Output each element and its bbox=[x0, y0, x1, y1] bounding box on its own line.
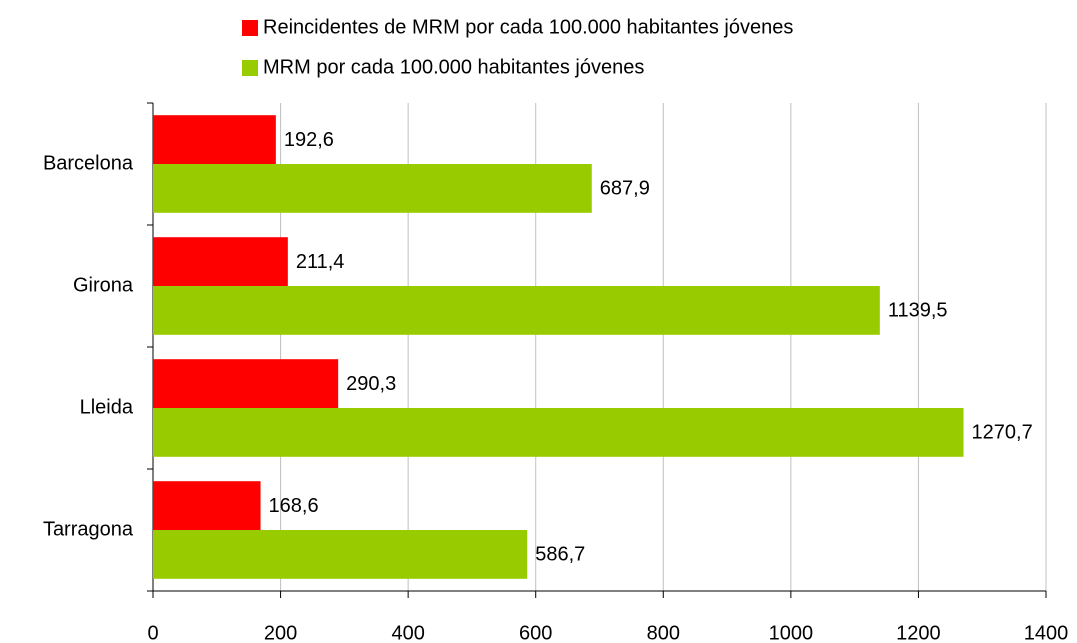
y-tick-label: Barcelona bbox=[43, 152, 134, 174]
value-label: 1270,7 bbox=[972, 422, 1033, 444]
value-label: 1139,5 bbox=[888, 300, 948, 322]
y-tick-label: Tarragona bbox=[43, 518, 134, 540]
value-label: 687,9 bbox=[600, 178, 650, 200]
x-tick-label: 200 bbox=[264, 622, 297, 643]
value-label: 168,6 bbox=[269, 495, 319, 517]
legend-label: Reincidentes de MRM por cada 100.000 hab… bbox=[263, 16, 793, 38]
x-tick-label: 1000 bbox=[769, 622, 814, 643]
x-tick-label: 600 bbox=[519, 622, 552, 643]
legend-label: MRM por cada 100.000 habitantes jóvenes bbox=[263, 56, 644, 78]
value-label: 290,3 bbox=[346, 373, 396, 395]
x-tick-label: 1200 bbox=[896, 622, 941, 643]
value-label: 586,7 bbox=[535, 544, 585, 566]
bar bbox=[153, 237, 288, 286]
x-tick-label: 1400 bbox=[1024, 622, 1069, 643]
value-label: 211,4 bbox=[296, 251, 345, 273]
x-tick-label: 800 bbox=[647, 622, 680, 643]
y-tick-label: Girona bbox=[73, 274, 134, 296]
legend-swatch bbox=[242, 60, 258, 76]
bar bbox=[153, 286, 880, 335]
bar bbox=[153, 164, 592, 213]
bar bbox=[153, 115, 276, 164]
y-tick-label: Lleida bbox=[80, 396, 134, 418]
x-tick-label: 0 bbox=[147, 622, 158, 643]
value-label: 192,6 bbox=[284, 129, 334, 151]
bar bbox=[153, 481, 261, 530]
legend-swatch bbox=[242, 20, 258, 36]
bar bbox=[153, 359, 339, 408]
bar bbox=[153, 530, 528, 579]
bar bbox=[153, 408, 964, 457]
x-tick-label: 400 bbox=[391, 622, 424, 643]
